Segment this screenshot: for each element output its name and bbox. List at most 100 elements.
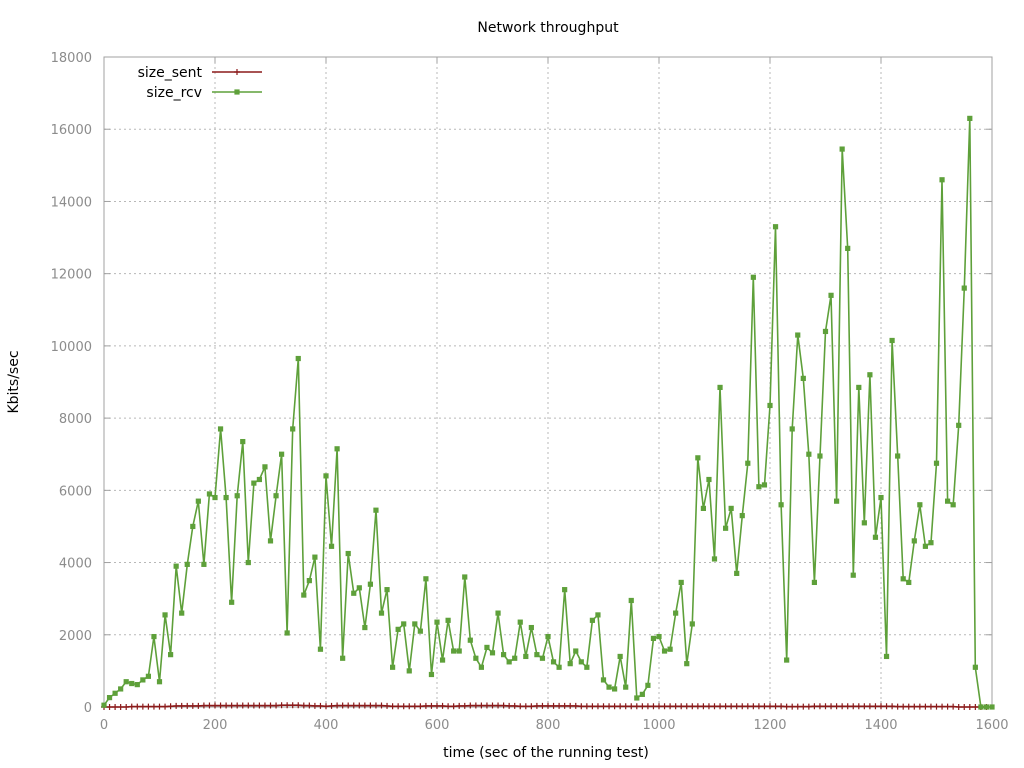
data-point-size-rcv [312,554,318,560]
data-point-size-rcv [656,633,662,640]
data-point-size-rcv [334,446,340,452]
data-point-size-rcv [484,644,490,651]
data-point-size-sent [139,703,146,710]
data-point-size-sent [495,702,502,709]
data-point-size-rcv [706,476,712,483]
data-point-size-sent [961,704,968,710]
data-point-size-sent [678,703,685,710]
data-point-size-rcv [795,332,801,338]
data-point-size-sent [583,703,590,710]
data-point-size-sent [589,703,596,710]
data-point-size-rcv [367,581,373,587]
series-size-rcv [101,115,995,710]
data-point-size-sent [722,703,729,710]
data-point-size-sent [944,703,951,710]
data-point-size-sent [239,702,246,709]
data-point-size-sent [162,703,169,710]
data-point-size-sent [922,703,929,710]
data-point-size-sent [739,703,746,710]
data-point-size-sent [395,703,402,710]
data-point-size-sent [200,702,207,709]
data-point-size-sent [511,702,518,709]
data-point-size-rcv [978,704,984,710]
data-point-size-rcv [972,664,978,670]
data-point-size-rcv [467,637,473,643]
data-point-size-sent [550,702,557,709]
data-point-size-rcv [489,650,496,656]
data-point-size-rcv [606,684,612,690]
data-point-size-sent [289,702,296,709]
data-point-size-sent [594,703,601,710]
data-point-size-rcv [106,695,113,701]
data-point-size-sent [717,703,724,710]
y-tick-label: 2000 [59,629,92,644]
data-point-size-sent [966,704,973,710]
data-point-size-sent [345,702,352,709]
y-tick-label: 8000 [59,412,92,427]
data-point-size-sent [789,703,796,710]
y-tick-label: 14000 [51,195,92,210]
data-point-size-sent [278,702,285,709]
data-point-size-rcv [417,628,423,634]
data-point-size-rcv [772,224,779,230]
data-point-size-rcv [290,426,296,432]
data-point-size-rcv [301,592,307,598]
data-point-size-rcv [911,538,917,544]
data-point-size-sent [694,703,701,710]
data-point-size-sent [567,702,574,709]
data-point-size-rcv [295,355,301,362]
x-axis-ticks: 0 200 400 600 800 1000 1200 1400 1600 [100,57,1009,733]
data-point-size-sent [772,703,779,710]
data-point-size-rcv [623,684,629,690]
data-point-size-sent [123,704,130,710]
data-point-size-rcv [700,505,706,511]
series-size-sent [101,702,990,710]
data-point-size-rcv [645,682,651,688]
data-point-size-rcv [650,635,657,641]
data-point-size-rcv [140,677,146,683]
y-tick-label: 18000 [51,51,92,66]
data-point-size-sent [311,702,318,709]
data-point-size-rcv [817,453,823,459]
data-point-size-sent [816,703,823,710]
data-point-size-rcv [362,624,368,631]
data-point-size-rcv [861,520,867,526]
data-point-size-rcv [767,402,773,409]
data-point-size-rcv [462,574,468,580]
data-point-size-sent [639,703,646,710]
data-point-size-rcv [584,664,590,670]
data-point-size-sent [905,703,912,710]
data-point-size-rcv [784,657,790,663]
data-point-size-sent [667,703,674,710]
data-point-size-sent [711,703,718,710]
data-point-size-sent [217,702,224,709]
data-point-size-sent [284,702,291,709]
data-point-size-rcv [895,453,901,459]
data-point-size-rcv [556,664,562,670]
data-point-size-sent [106,704,113,710]
data-point-size-sent [134,703,141,710]
data-point-size-rcv [906,579,912,586]
x-tick-label: 1000 [642,718,675,733]
data-point-size-rcv [378,610,385,616]
legend-label-size-rcv: size_rcv [146,85,202,101]
data-point-size-rcv [689,621,695,627]
data-point-size-rcv [473,655,479,661]
data-point-size-sent [855,703,862,710]
data-point-size-rcv [245,559,251,566]
data-point-size-rcv [839,146,845,152]
data-point-size-sent [367,702,374,709]
data-point-size-rcv [717,384,723,391]
y-axis-ticks: 0 2000 4000 6000 8000 10000 12000 14000 16000 180… [51,51,992,716]
data-point-size-sent [378,702,385,709]
data-point-size-sent [578,703,585,710]
data-point-size-sent [228,702,235,709]
data-point-size-rcv [628,597,634,604]
data-point-size-sent [467,702,474,709]
data-point-size-sent [633,703,640,710]
data-point-size-rcv [112,690,118,696]
data-point-size-rcv [673,610,679,616]
data-point-size-sent [883,703,890,710]
data-point-size-rcv [528,624,534,631]
data-point-size-sent [273,702,280,709]
